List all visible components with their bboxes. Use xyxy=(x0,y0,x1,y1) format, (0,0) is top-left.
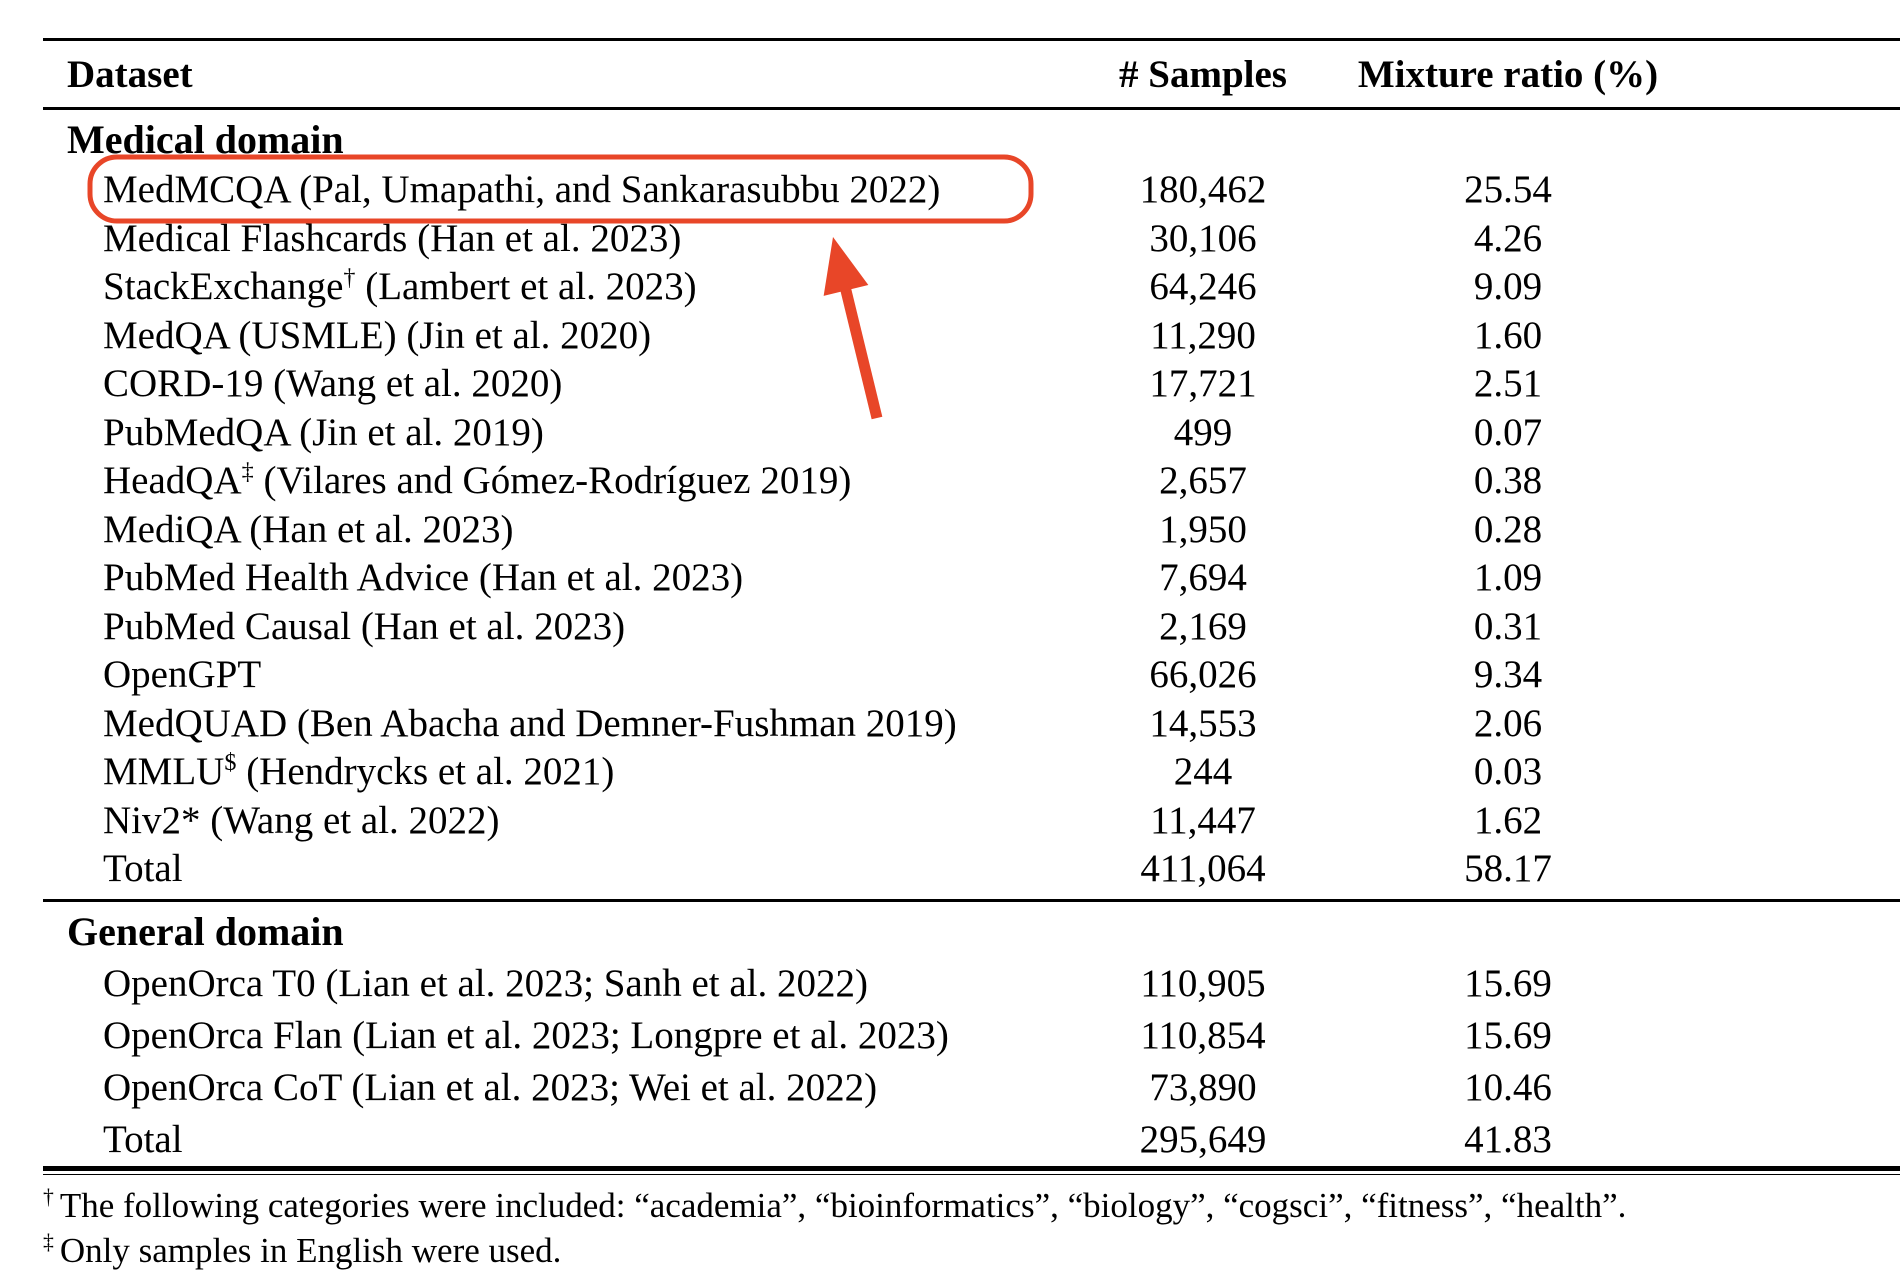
samples-cell: 110,854 xyxy=(1140,1014,1266,1057)
samples-cell: 73,890 xyxy=(1149,1066,1257,1109)
table-body: Medical domain MedMCQA (Pal, Umapathi, an… xyxy=(43,110,1900,1166)
column-header-samples: # Samples xyxy=(1119,52,1287,96)
samples-cell: 11,290 xyxy=(1150,313,1256,357)
dataset-cell: StackExchange† (Lambert et al. 2023) xyxy=(103,264,697,309)
samples-cell: 30,106 xyxy=(1149,216,1257,260)
section-label: General domain xyxy=(67,909,344,954)
samples-cell: 295,649 xyxy=(1139,1118,1267,1161)
dataset-cell: Niv2* (Wang et al. 2022) xyxy=(103,798,500,842)
table-bottom-rule-thin xyxy=(43,1173,1900,1175)
samples-cell: 14,553 xyxy=(1149,701,1257,745)
dataset-cell: MedMCQA (Pal, Umapathi, and Sankarasubbu… xyxy=(103,168,941,212)
table-row: PubMed Causal (Han et al. 2023) 2,169 0.31 xyxy=(43,602,1900,651)
dataset-cell: OpenGPT xyxy=(103,653,262,697)
samples-cell: 244 xyxy=(1173,750,1233,794)
dataset-cell: OpenOrca T0 (Lian et al. 2023; Sanh et a… xyxy=(103,962,868,1005)
dataset-cell: PubMed Causal (Han et al. 2023) xyxy=(103,604,626,648)
table-bottom-rule xyxy=(43,1165,1900,1171)
table-row: Total 411,064 58.17 xyxy=(43,845,1900,894)
section-separator-rule xyxy=(43,899,1900,902)
samples-cell: 110,905 xyxy=(1140,962,1266,1005)
table-row: OpenOrca T0 (Lian et al. 2023; Sanh et a… xyxy=(43,958,1900,1010)
dataset-cell: OpenOrca CoT (Lian et al. 2023; Wei et a… xyxy=(103,1066,878,1109)
dataset-cell: Total xyxy=(103,847,183,891)
dataset-cell: MedQUAD (Ben Abacha and Demner-Fushman 2… xyxy=(103,701,957,745)
footnote: † The following categories were included:… xyxy=(43,1185,1627,1225)
dataset-cell: Medical Flashcards (Han et al. 2023) xyxy=(103,216,682,260)
samples-cell: 11,447 xyxy=(1150,798,1256,842)
table-row: MedQA (USMLE) (Jin et al. 2020) 11,290 1.6… xyxy=(43,311,1900,360)
dataset-cell: MediQA (Han et al. 2023) xyxy=(103,507,514,551)
table-top-rule xyxy=(43,38,1900,41)
samples-cell: 411,064 xyxy=(1140,847,1266,891)
dataset-cell: MMLU$ (Hendrycks et al. 2021) xyxy=(103,749,615,794)
footnotes: † The following categories were included:… xyxy=(43,1175,1900,1273)
ratio-cell: 1.62 xyxy=(1473,798,1543,842)
table-section: General domain OpenOrca T0 (Lian et al. 2… xyxy=(43,902,1900,1166)
table-row: MMLU$ (Hendrycks et al. 2021) 244 0.03 xyxy=(43,748,1900,797)
ratio-cell: 4.26 xyxy=(1473,216,1543,260)
table-row: MediQA (Han et al. 2023) 1,950 0.28 xyxy=(43,505,1900,554)
ratio-cell: 41.83 xyxy=(1464,1118,1552,1161)
samples-cell: 2,657 xyxy=(1159,459,1247,503)
header-rule xyxy=(43,107,1900,110)
column-header-dataset: Dataset xyxy=(67,52,193,96)
table-row: CORD-19 (Wang et al. 2020) 17,721 2.51 xyxy=(43,360,1900,409)
table-row: PubMed Health Advice (Han et al. 2023) 7,… xyxy=(43,554,1900,603)
ratio-cell: 58.17 xyxy=(1464,847,1552,891)
samples-cell: 17,721 xyxy=(1149,362,1257,406)
ratio-cell: 0.38 xyxy=(1473,459,1543,503)
dataset-cell: Total xyxy=(103,1118,183,1161)
dataset-cell: PubMed Health Advice (Han et al. 2023) xyxy=(103,556,744,600)
ratio-cell: 25.54 xyxy=(1464,168,1552,212)
table-row: Medical Flashcards (Han et al. 2023) 30,1… xyxy=(43,214,1900,263)
table-section: Medical domain MedMCQA (Pal, Umapathi, an… xyxy=(43,110,1900,894)
table-row: OpenGPT 66,026 9.34 xyxy=(43,651,1900,700)
ratio-cell: 2.51 xyxy=(1473,362,1543,406)
paper-table: Dataset # Samples Mixture ratio (%) Medi… xyxy=(43,0,1900,1273)
ratio-cell: 1.09 xyxy=(1473,556,1543,600)
dataset-cell: PubMedQA (Jin et al. 2019) xyxy=(103,410,544,454)
ratio-cell: 2.06 xyxy=(1473,701,1543,745)
ratio-cell: 9.09 xyxy=(1473,265,1543,309)
ratio-cell: 9.34 xyxy=(1473,653,1543,697)
table-row: HeadQA‡ (Vilares and Gómez-Rodríguez 201… xyxy=(43,457,1900,506)
samples-cell: 7,694 xyxy=(1159,556,1247,600)
samples-cell: 2,169 xyxy=(1159,604,1247,648)
table-row: Niv2* (Wang et al. 2022) 11,447 1.62 xyxy=(43,796,1900,845)
column-header-ratio: Mixture ratio (%) xyxy=(1357,52,1659,96)
samples-cell: 180,462 xyxy=(1139,168,1267,212)
dataset-cell: OpenOrca Flan (Lian et al. 2023; Longpre… xyxy=(103,1014,949,1057)
samples-cell: 66,026 xyxy=(1149,653,1257,697)
table-row: OpenOrca Flan (Lian et al. 2023; Longpre… xyxy=(43,1010,1900,1062)
ratio-cell: 0.31 xyxy=(1473,604,1543,648)
ratio-cell: 15.69 xyxy=(1464,962,1552,1005)
ratio-cell: 10.46 xyxy=(1464,1066,1552,1109)
ratio-cell: 15.69 xyxy=(1464,1014,1552,1057)
samples-cell: 64,246 xyxy=(1149,265,1257,309)
ratio-cell: 0.28 xyxy=(1473,507,1543,551)
samples-cell: 499 xyxy=(1173,410,1233,454)
dataset-cell: MedQA (USMLE) (Jin et al. 2020) xyxy=(103,313,652,357)
table-row: PubMedQA (Jin et al. 2019) 499 0.07 xyxy=(43,408,1900,457)
dataset-cell: HeadQA‡ (Vilares and Gómez-Rodríguez 201… xyxy=(103,458,852,503)
table-row-highlighted: MedMCQA (Pal, Umapathi, and Sankarasubbu… xyxy=(43,166,1900,215)
table-row: OpenOrca CoT (Lian et al. 2023; Wei et a… xyxy=(43,1062,1900,1114)
table-row: StackExchange† (Lambert et al. 2023) 64,2… xyxy=(43,263,1900,312)
footnote: ‡ Only samples in English were used. xyxy=(43,1230,562,1270)
ratio-cell: 0.07 xyxy=(1473,410,1543,454)
ratio-cell: 1.60 xyxy=(1473,313,1543,357)
table-row: MedQUAD (Ben Abacha and Demner-Fushman 2… xyxy=(43,699,1900,748)
section-label: Medical domain xyxy=(67,117,344,162)
table-header-row: Dataset # Samples Mixture ratio (%) xyxy=(43,41,1900,107)
dataset-cell: CORD-19 (Wang et al. 2020) xyxy=(103,362,563,406)
table-row: Total 295,649 41.83 xyxy=(43,1114,1900,1166)
samples-cell: 1,950 xyxy=(1159,507,1247,551)
ratio-cell: 0.03 xyxy=(1473,750,1543,794)
